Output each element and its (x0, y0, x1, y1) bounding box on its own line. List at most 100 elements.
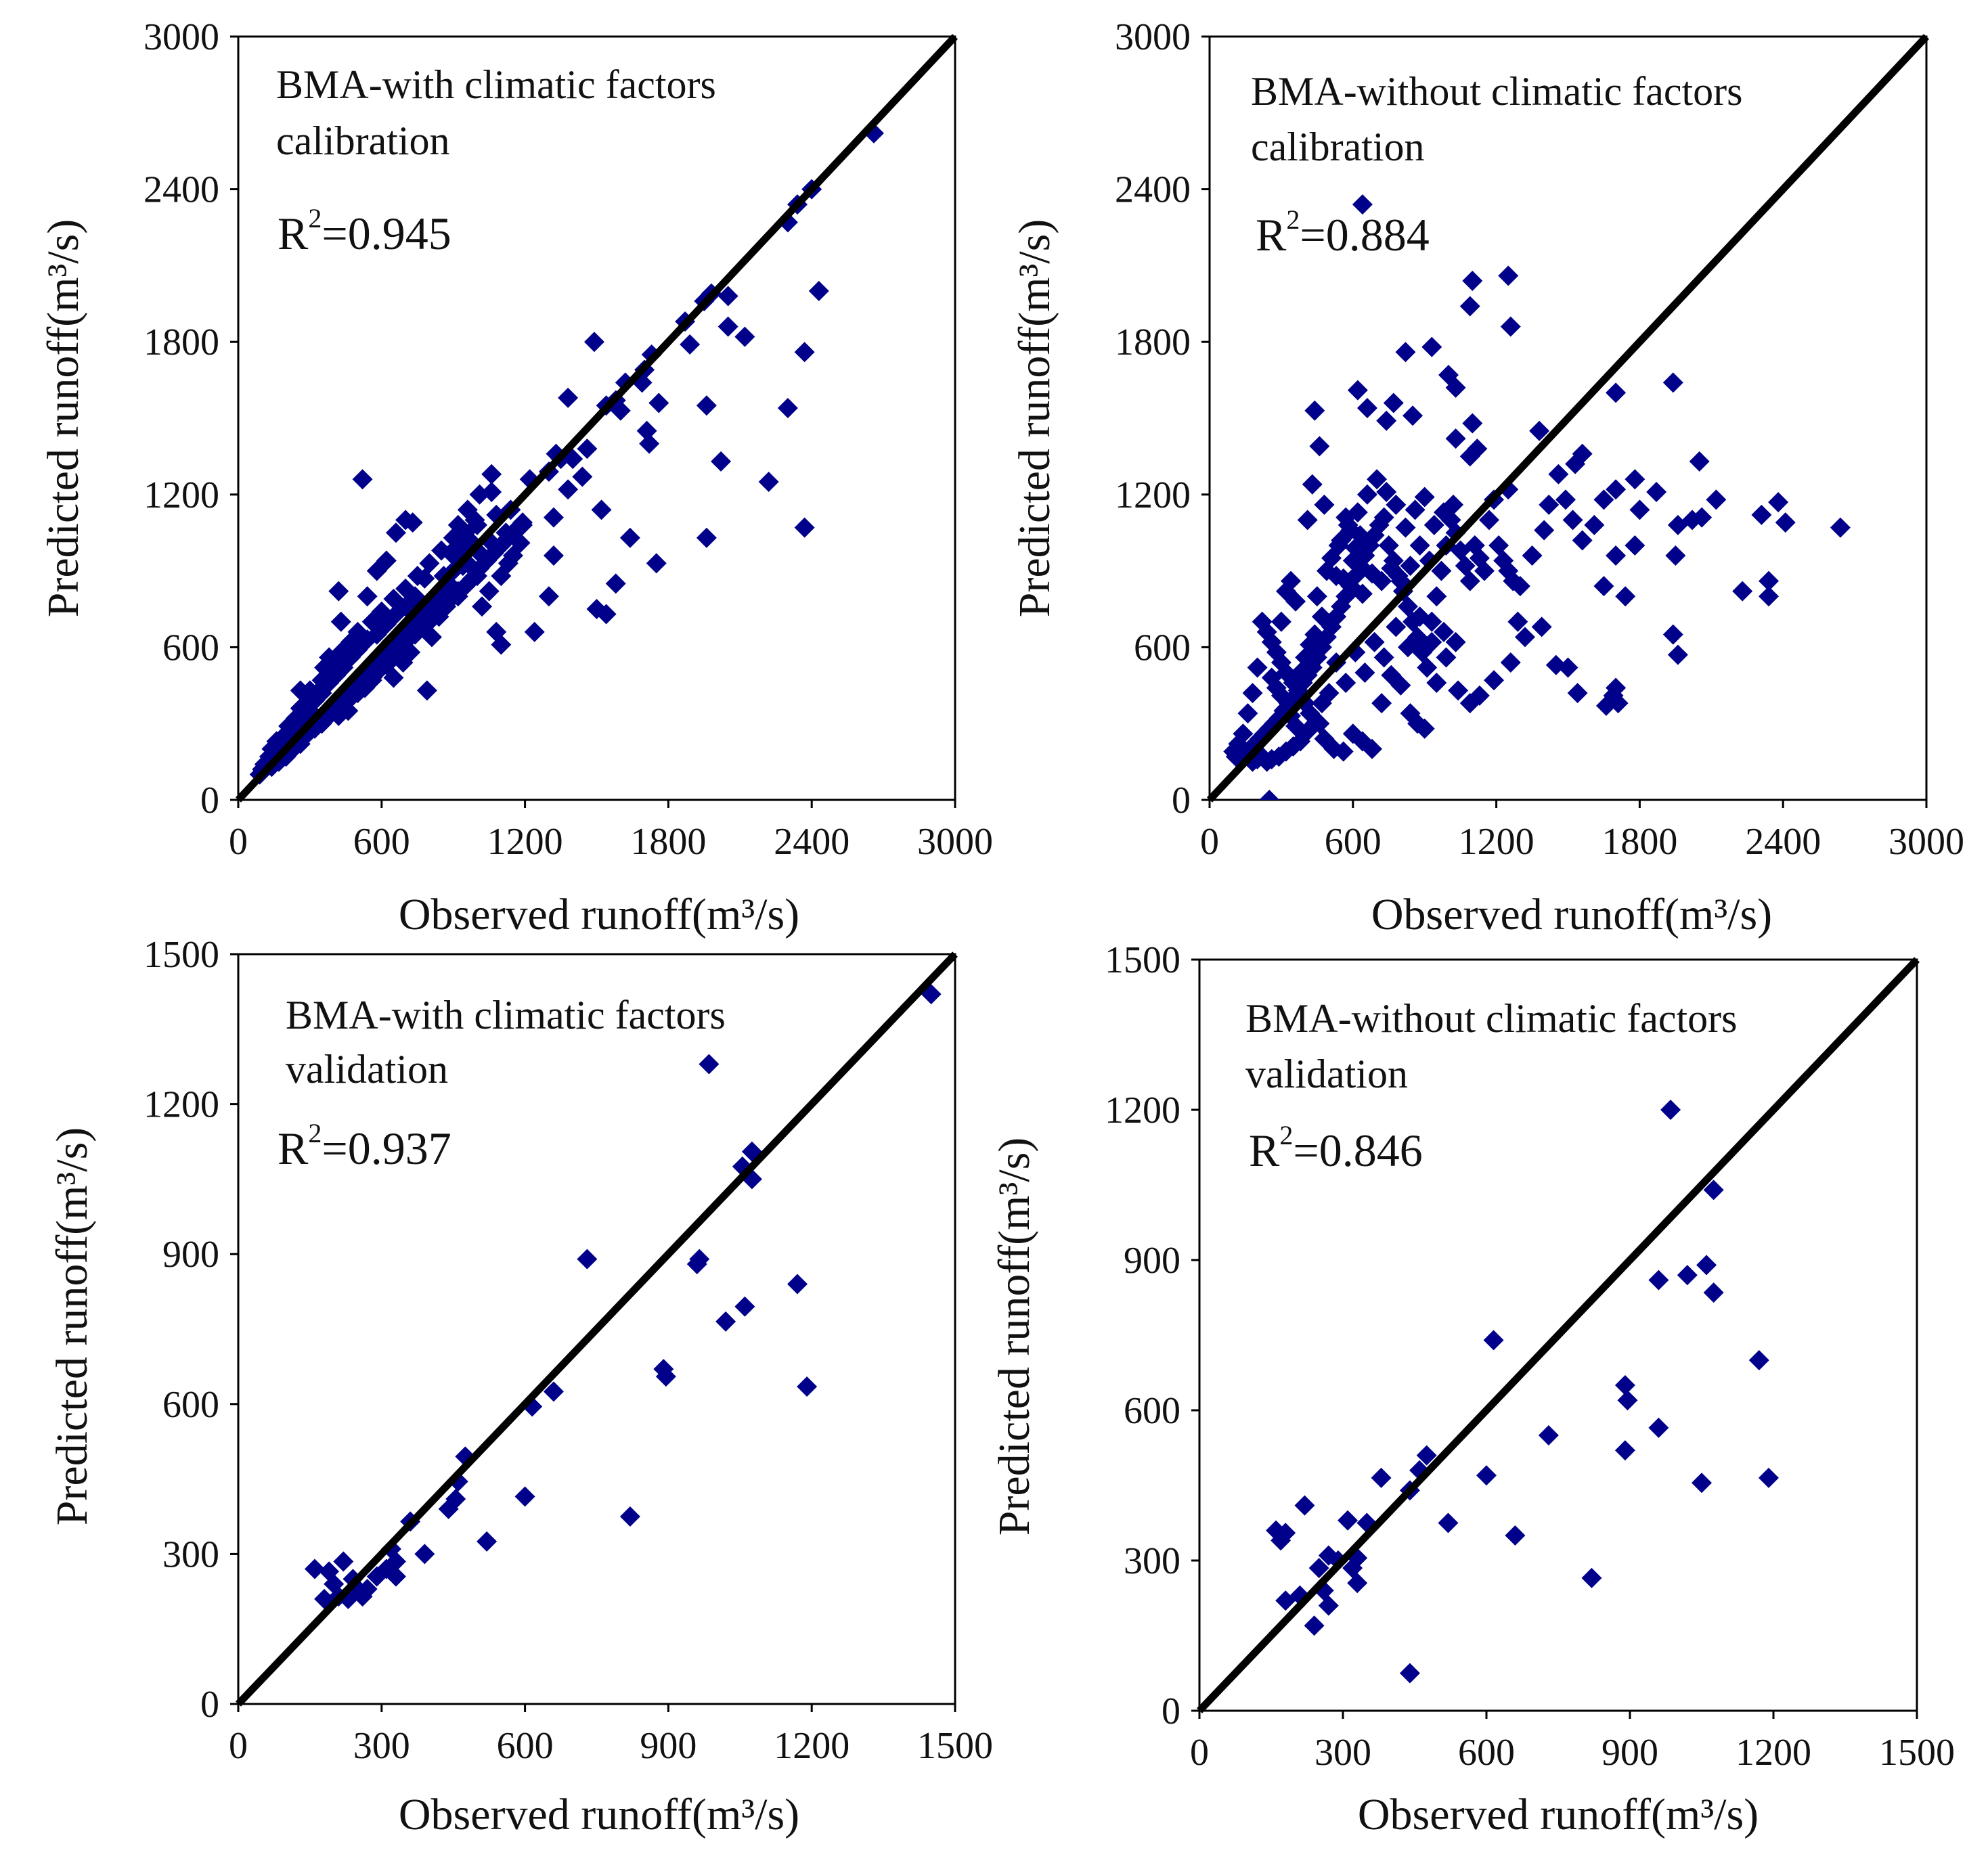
data-point (1703, 1282, 1724, 1303)
y-axis-ticks: 0 600 1200 1800 2400 3000 (143, 16, 238, 822)
y-axis-title: Predicted runoff(m³/s) (1010, 219, 1059, 618)
data-point (524, 621, 545, 642)
data-point (558, 387, 579, 408)
data-point (794, 517, 815, 538)
x-tick-label: 900 (640, 1725, 697, 1767)
data-point (1483, 1330, 1504, 1351)
data-point (1608, 693, 1629, 714)
data-point (402, 512, 423, 533)
data-point (1548, 464, 1569, 485)
data-point (717, 286, 738, 307)
data-point (1759, 586, 1780, 607)
panel-title: BMA-with climatic factors (276, 62, 716, 107)
data-point (1445, 377, 1466, 398)
data-point (1400, 556, 1421, 577)
data-point (619, 1506, 640, 1527)
data-point (1648, 1270, 1669, 1290)
x-axis-ticks: 0 300 600 900 1200 1500 (229, 1704, 993, 1767)
data-point (1479, 510, 1500, 531)
x-tick-label: 600 (353, 821, 410, 863)
data-point (1667, 514, 1688, 535)
y-axis-title: Predicted runoff(m³/s) (39, 219, 88, 618)
data-point (385, 522, 406, 543)
x-tick-label: 3000 (1888, 821, 1964, 863)
data-point (1421, 336, 1442, 357)
y-tick-label: 0 (1162, 1690, 1180, 1732)
data-point (1302, 474, 1323, 495)
x-tick-label: 1800 (630, 821, 706, 863)
data-point (1281, 570, 1302, 591)
data-point (1397, 596, 1418, 617)
data-point (467, 514, 487, 535)
y-tick-label: 2400 (143, 169, 219, 211)
x-tick-label: 0 (229, 821, 248, 863)
data-point (1426, 673, 1447, 694)
data-point (1614, 1375, 1635, 1395)
data-point (1748, 1350, 1769, 1370)
data-points (1223, 194, 1851, 800)
panel-subtitle: calibration (1251, 125, 1425, 169)
data-point (1402, 405, 1423, 426)
data-point (1606, 545, 1627, 566)
one-to-one-line (235, 34, 958, 803)
data-point (1367, 469, 1388, 490)
data-point (1443, 494, 1464, 515)
data-point (1768, 492, 1789, 513)
data-point (1558, 657, 1578, 678)
data-point (385, 1566, 406, 1587)
panel-validation-without-climatic: 0 300 600 900 1200 1500 0 300 600 900 1200 1500 BM… (990, 939, 1955, 1839)
data-point (1423, 514, 1444, 535)
data-point (1266, 677, 1287, 698)
data-point (1617, 1390, 1638, 1411)
y-axis-ticks: 0 300 600 900 1200 1500 (143, 934, 238, 1726)
y-tick-label: 1200 (1105, 1090, 1180, 1131)
plot-area (1208, 35, 1928, 801)
data-point (1421, 631, 1442, 652)
data-point (680, 334, 701, 355)
y-tick-label: 3000 (143, 16, 219, 58)
data-point (1462, 270, 1483, 291)
y-tick-label: 1200 (143, 1084, 219, 1126)
data-point (1417, 657, 1438, 678)
data-point (1662, 372, 1683, 393)
data-point (319, 673, 340, 694)
r-squared-label: R2=0.884 (1256, 204, 1430, 261)
data-point (1606, 479, 1627, 500)
data-point (734, 1296, 755, 1317)
data-point (477, 1531, 498, 1552)
data-point (1237, 703, 1258, 724)
x-tick-label: 300 (1315, 1732, 1371, 1774)
panel-calibration-without-climatic: 0 600 1200 1800 2400 3000 0 600 1200 1800 2400 300… (1010, 16, 1964, 939)
data-point (686, 1253, 707, 1274)
y-tick-label: 1500 (1105, 939, 1180, 981)
data-point (777, 397, 798, 418)
data-point (646, 553, 667, 574)
x-tick-label: 1500 (1879, 1732, 1955, 1774)
data-point (304, 1558, 325, 1579)
data-point (1459, 296, 1480, 317)
data-point (787, 1274, 808, 1295)
x-tick-label: 2400 (1745, 821, 1821, 863)
data-point (333, 1551, 354, 1572)
data-point (1692, 1473, 1712, 1494)
y-tick-label: 1800 (1115, 321, 1191, 363)
data-point (1304, 400, 1325, 421)
y-axis-ticks: 0 600 1200 1800 2400 3000 (1115, 16, 1210, 822)
data-point (1311, 606, 1332, 627)
data-point (479, 581, 500, 602)
data-point (1459, 693, 1480, 714)
data-point (1399, 1663, 1420, 1684)
data-point (416, 680, 437, 701)
data-point (808, 281, 829, 301)
data-point (1567, 683, 1588, 704)
x-axis-title: Observed runoff(m³/s) (1371, 890, 1772, 939)
data-point (1646, 482, 1667, 503)
y-tick-label: 0 (200, 1684, 219, 1726)
data-point (1648, 1417, 1669, 1438)
y-tick-label: 900 (162, 1234, 219, 1276)
data-point (1445, 428, 1466, 449)
data-point (1431, 560, 1452, 581)
x-tick-label: 300 (353, 1725, 410, 1767)
data-point (1342, 723, 1363, 744)
